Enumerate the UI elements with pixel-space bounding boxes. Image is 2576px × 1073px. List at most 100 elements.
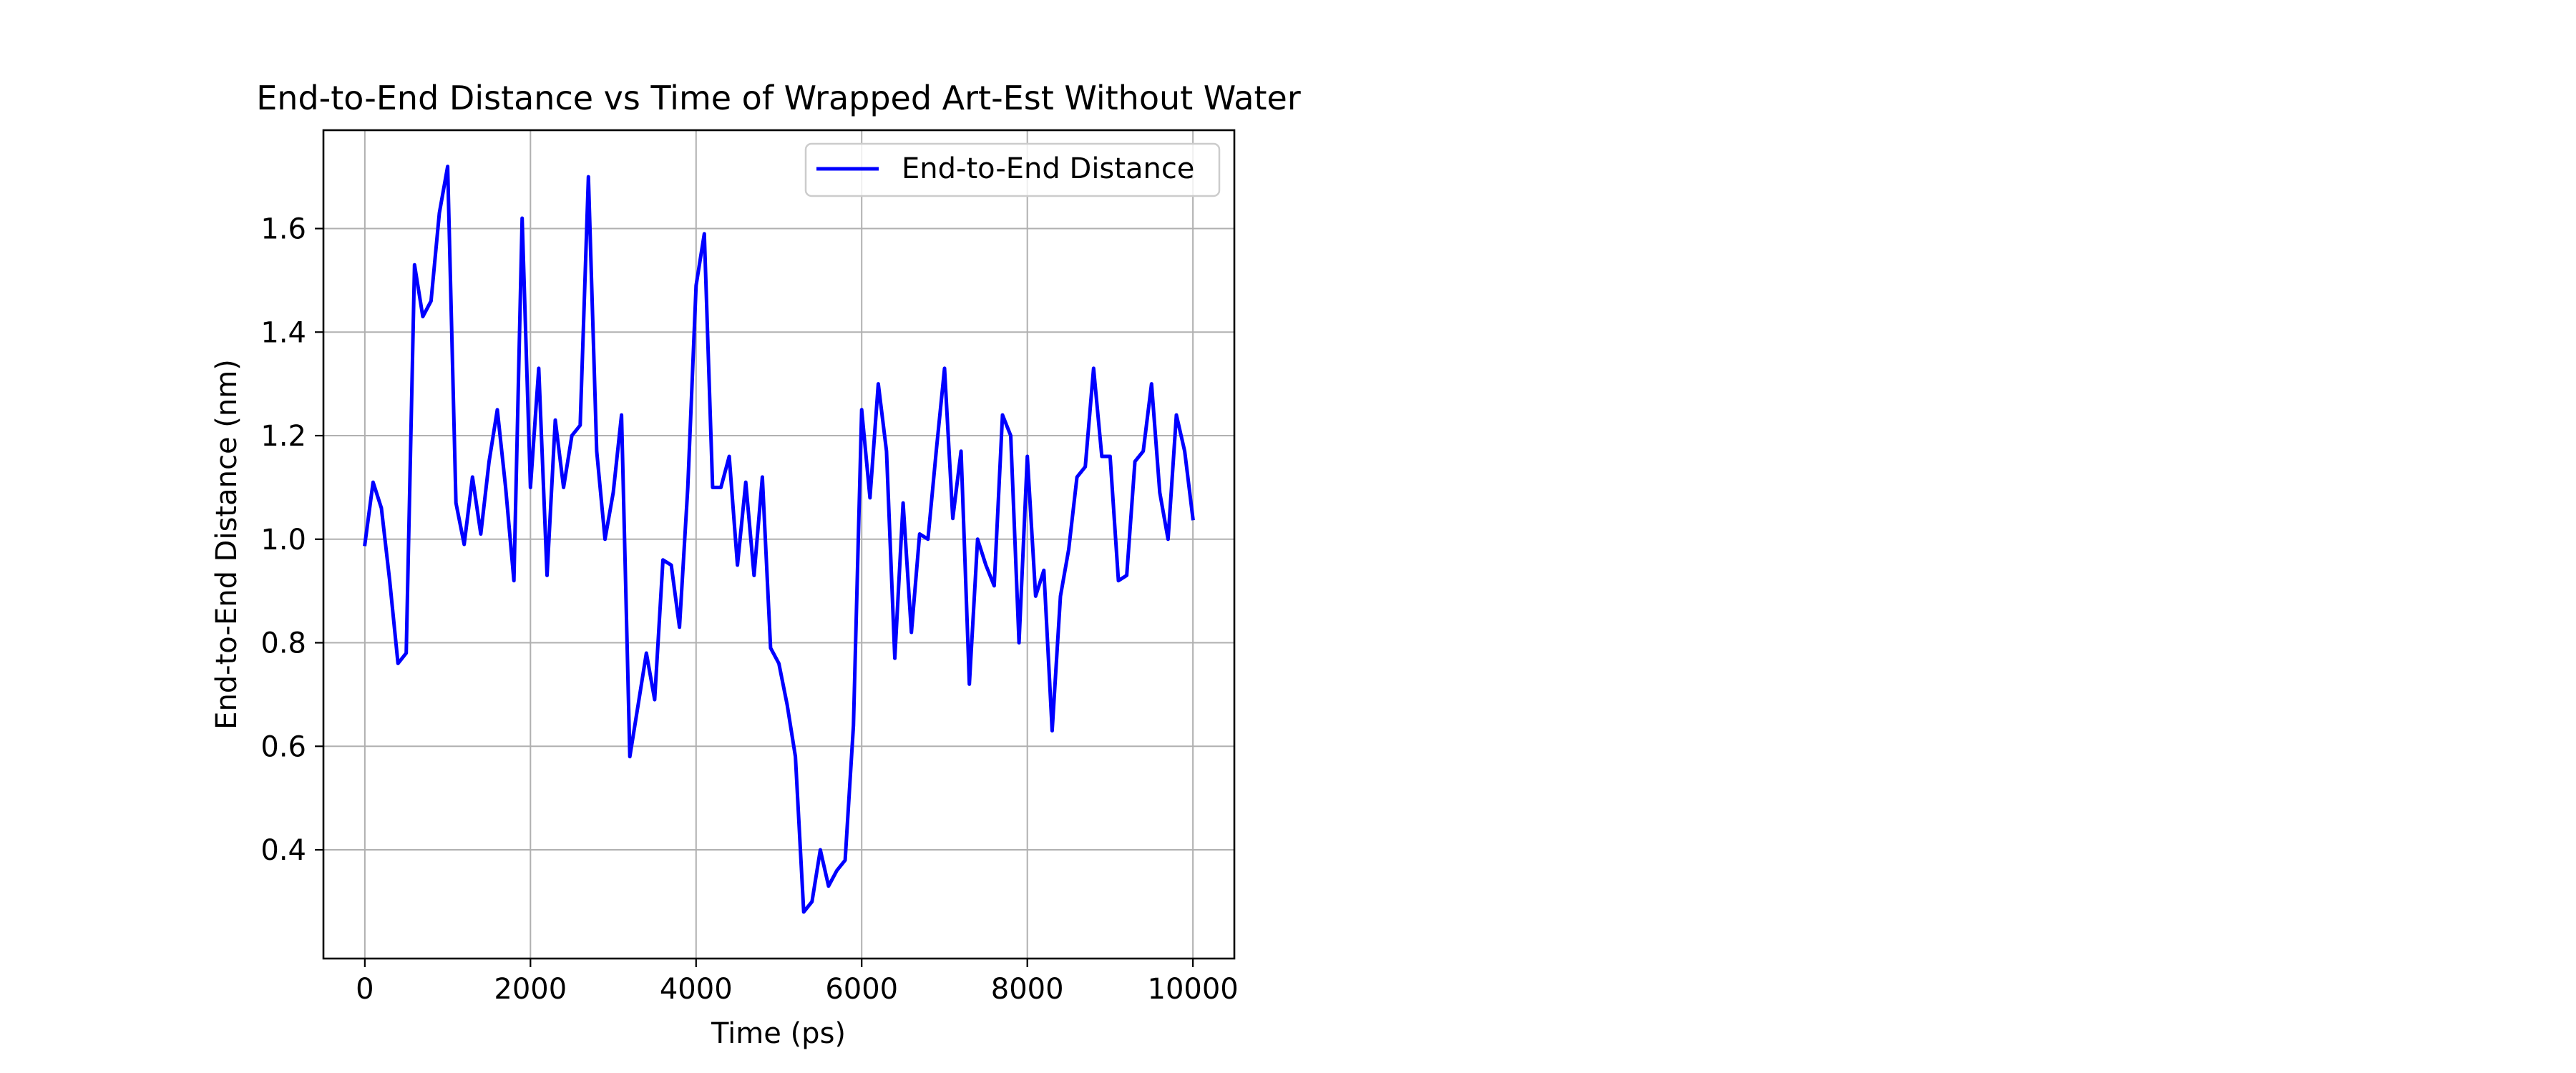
legend-label: End-to-End Distance [902,152,1194,185]
data-point [894,657,896,659]
data-point [621,414,623,416]
data-point [654,699,655,700]
data-point [480,534,482,535]
x-tick-label: 2000 [494,973,567,1006]
data-point [869,497,871,499]
y-tick-label: 0.6 [260,730,306,763]
data-point [679,627,680,628]
data-point [745,481,746,483]
data-point [844,860,846,861]
data-point [513,580,514,582]
data-point [786,705,788,706]
grid-lines [323,130,1234,959]
data-point [1168,539,1169,540]
data-point [580,425,581,426]
y-axis-label: End-to-End Distance (nm) [210,359,243,730]
data-point [1085,466,1086,468]
data-point [613,492,614,494]
legend-box [804,142,1221,197]
y-tick-label: 1.2 [260,420,306,453]
data-point [1143,451,1144,452]
data-point [1010,435,1012,436]
data-point [994,585,995,587]
data-point [1126,575,1128,577]
data-point [422,316,424,318]
y-tick-label: 1.6 [260,213,306,246]
data-point [1027,456,1028,457]
data-point [489,461,490,462]
data-point [1068,549,1070,550]
data-point [886,451,887,452]
data-point [505,487,507,489]
data-point [712,487,713,489]
data-point [455,502,457,504]
x-tick-label: 0 [356,973,374,1006]
data-point [522,217,523,219]
x-tick-label: 6000 [825,973,898,1006]
data-point [919,534,920,535]
data-point [1018,642,1020,644]
data-point [596,451,597,452]
data-point [1134,461,1136,462]
data-point [646,652,648,654]
series-line-end-to-end-distance [363,165,1195,914]
data-point [1192,518,1194,519]
data-point [960,451,962,452]
data-point [861,409,862,411]
data-point [1176,414,1177,416]
data-point [414,264,416,265]
data-point [1060,596,1061,597]
y-tick-label: 0.8 [260,627,306,660]
data-point [381,508,382,509]
data-point [1002,414,1003,416]
data-point [588,176,590,177]
legend: End-to-End Distance [804,142,1221,197]
data-point [687,487,688,489]
x-tick-label: 10000 [1148,973,1239,1006]
data-point [704,233,706,235]
data-point [803,911,804,913]
data-point [911,632,912,633]
data-point [1093,368,1095,369]
data-point [373,481,374,483]
data-point [663,559,664,561]
data-point [1159,492,1161,494]
y-tick-label: 1.4 [260,316,306,349]
data-point [977,539,978,540]
data-point [472,476,474,478]
data-point [944,368,945,369]
data-point [431,300,432,302]
data-point [670,564,672,566]
data-point [779,663,780,665]
data-point [571,435,572,436]
plot-area-frame [322,129,1236,960]
y-tick-label: 1.0 [260,524,306,557]
chart-title: End-to-End Distance vs Time of Wrapped A… [256,79,1301,117]
data-point [1110,456,1111,457]
data-point [696,285,697,286]
data-point [629,756,630,758]
data-point [605,539,606,540]
data-point [397,663,399,665]
data-point [737,564,738,566]
axis-ticks: 0 2000 4000 6000 8000 10000 0.4 0.6 0.8 1.0 1.2 1.4… [260,213,1238,1006]
data-point [728,456,730,457]
data-point [753,575,755,577]
data-point [969,684,970,685]
data-point [1043,569,1045,571]
y-tick-label: 0.4 [260,834,306,867]
plot-area-background [323,130,1234,959]
data-point [1118,580,1119,582]
data-point [464,544,465,545]
data-point [447,166,449,167]
data-point [811,901,813,903]
data-point [902,502,904,504]
data-point [389,580,391,582]
data-point [927,539,929,540]
data-point [878,383,879,385]
data-point [795,756,796,758]
data-point [538,368,540,369]
data-point [547,575,548,577]
x-tick-label: 4000 [660,973,733,1006]
data-point [853,725,854,727]
